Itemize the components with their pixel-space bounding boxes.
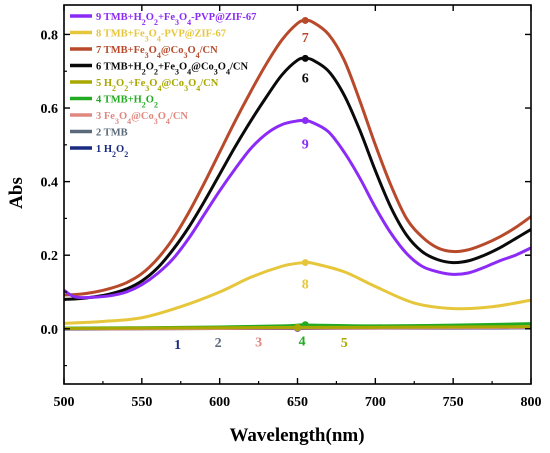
legend-label-9: 9 TMB+H2O2+Fe3O4-PVP@ZIF-67 [96, 12, 256, 27]
x-tick-label-800: 800 [521, 395, 542, 410]
y-tick-label-0: 0.0 [41, 323, 59, 338]
legend-label-3: 3 Fe3O4@Co3O4/CN [96, 111, 188, 126]
legend-label-5: 5 H2O2+Fe3O4@Co3O4/CN [96, 78, 219, 93]
curve-label-2: 2 [215, 336, 222, 351]
y-axis-title: Abs [6, 177, 27, 209]
x-tick-label-650: 650 [287, 395, 308, 410]
series-line-8 [63, 260, 532, 325]
legend-item-5: 5 H2O2+Fe3O4@Co3O4/CN [70, 78, 219, 93]
y-tick-label-0.2: 0.2 [41, 249, 59, 264]
series-marker-6 [301, 54, 309, 62]
curve-label-5: 5 [341, 336, 348, 351]
y-tick-label-0.8: 0.8 [41, 28, 59, 43]
y-tick-label-0.6: 0.6 [41, 102, 59, 117]
curve-label-4: 4 [299, 334, 306, 349]
legend-label-8: 8 TMB+Fe3O4-PVP@ZIF-67 [96, 29, 226, 44]
curve-label-7: 7 [302, 31, 309, 46]
series-line-9 [63, 118, 532, 300]
legend-label-2: 2 TMB [96, 128, 128, 139]
curve-labels-layer: 9 8 7 6 5 4 3 2 1 [174, 31, 348, 353]
legend-item-8: 8 TMB+Fe3O4-PVP@ZIF-67 [70, 29, 226, 44]
curves-layer [63, 16, 532, 332]
series-marker-9 [301, 117, 309, 125]
y-tick-label-0.4: 0.4 [41, 176, 59, 191]
legend-label-1: 1 H2O2 [96, 144, 128, 159]
legend: 9 TMB+H2O2+Fe3O4-PVP@ZIF-67 8 TMB+Fe3O4-P… [70, 12, 256, 159]
curve-label-6: 6 [302, 71, 309, 86]
curve-label-9: 9 [302, 138, 309, 153]
curve-label-8: 8 [302, 277, 309, 292]
legend-label-4: 4 TMB+H2O2 [96, 95, 158, 110]
series-marker-5 [294, 323, 301, 331]
series-marker-8 [301, 259, 309, 267]
legend-item-9: 9 TMB+H2O2+Fe3O4-PVP@ZIF-67 [70, 12, 256, 27]
x-tick-label-600: 600 [209, 395, 230, 410]
x-tick-label-750: 750 [443, 395, 464, 410]
legend-label-6: 6 TMB+H2O2+Fe3O4@Co3O4/CN [96, 62, 248, 77]
x-tick-label-550: 550 [131, 395, 152, 410]
legend-item-2: 2 TMB [70, 128, 128, 139]
curve-label-1: 1 [174, 338, 181, 353]
legend-item-6: 6 TMB+H2O2+Fe3O4@Co3O4/CN [70, 62, 248, 77]
legend-item-1: 1 H2O2 [70, 144, 128, 159]
x-tick-label-700: 700 [365, 395, 386, 410]
legend-item-7: 7 TMB+Fe3O4@Co3O4/CN [70, 45, 218, 60]
legend-item-4: 4 TMB+H2O2 [70, 95, 158, 110]
curve-label-3: 3 [255, 335, 262, 350]
series-marker-7 [301, 16, 309, 24]
x-tick-label-500: 500 [54, 395, 75, 410]
legend-item-3: 3 Fe3O4@Co3O4/CN [70, 111, 188, 126]
legend-label-7: 7 TMB+Fe3O4@Co3O4/CN [96, 45, 218, 60]
x-axis-title: Wavelength(nm) [229, 425, 364, 446]
axes-layer: 500 550 600 650 700 750 800 0.0 0.2 0.4 0.6 0.8 [41, 5, 542, 410]
